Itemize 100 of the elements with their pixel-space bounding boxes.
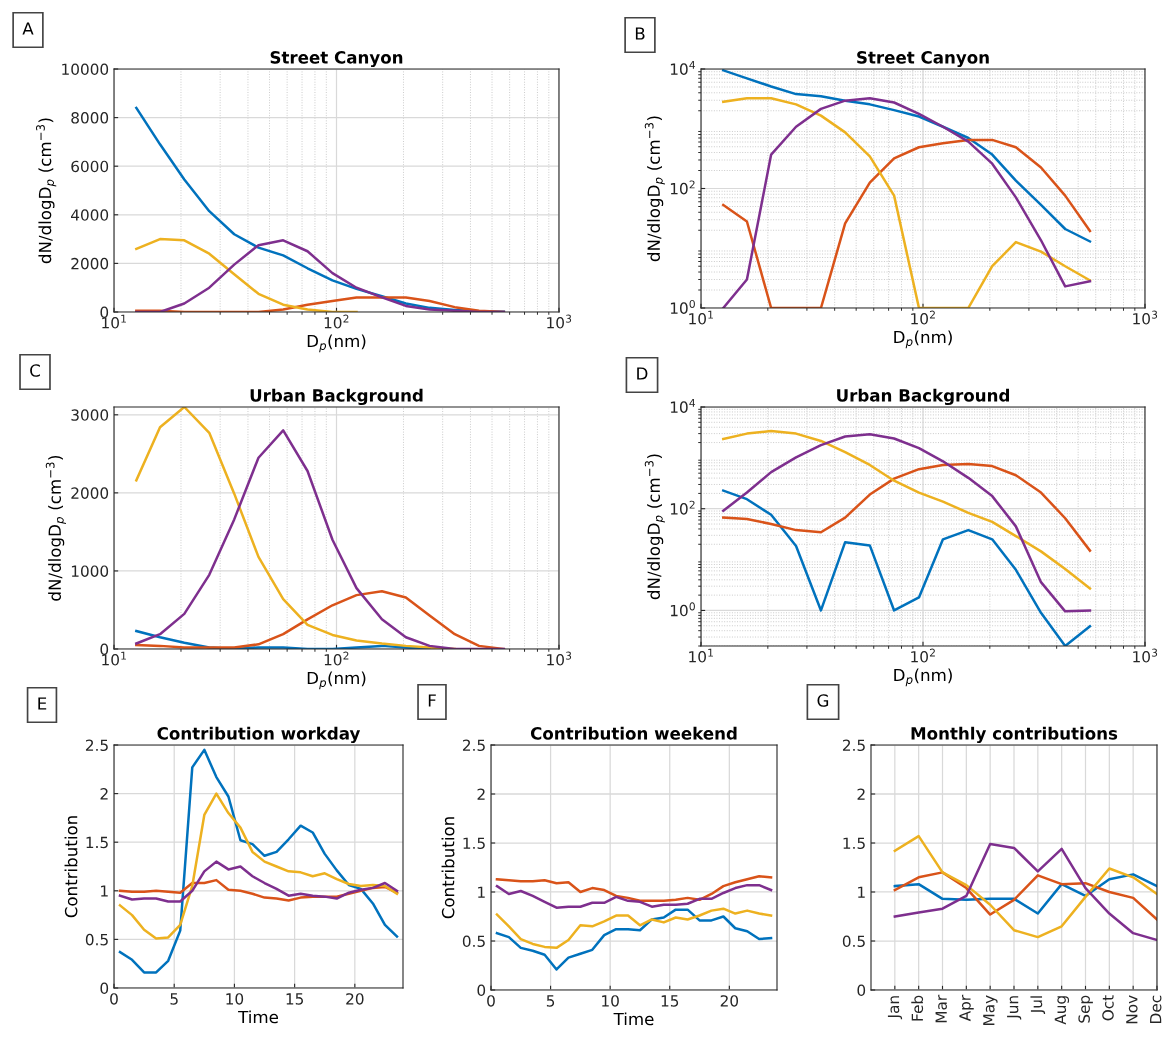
y-tick-label: 4000	[71, 209, 109, 221]
y-tick-label: 0	[477, 984, 486, 997]
x-tick-label: 20	[720, 995, 739, 1007]
chart-title: Street Canyon	[270, 51, 403, 68]
x-axis-title: D$_{p}$(nm)	[894, 668, 952, 687]
chart-title: Monthly contributions	[911, 726, 1118, 744]
y-tick-label: 0.5	[842, 935, 865, 948]
y-axis-title: dN/dlogD$_{p}$ (cm$^{−3}$)	[45, 456, 66, 601]
line-series	[495, 875, 773, 903]
y-tick-label: 1	[478, 886, 485, 898]
text: B	[635, 27, 645, 40]
y-tick-label: 6000	[71, 160, 109, 173]
x-tick-label: 10$^{3}$	[547, 314, 572, 329]
line-series	[722, 69, 1092, 243]
y-tick-label: 1.5	[86, 836, 108, 849]
text: D	[637, 367, 648, 380]
y-axis-title: dN/dlogD$_{p}$ (cm$^{−3}$)	[36, 118, 57, 264]
x-tick-label: 10$^{3}$	[1133, 648, 1158, 663]
x-tick-label: 10	[226, 993, 244, 1005]
text: G	[817, 694, 829, 707]
y-tick-label: 0.5	[462, 935, 485, 948]
y-tick-label: 0.5	[85, 933, 108, 946]
x-tick-label: Feb	[911, 995, 924, 1021]
x-tick-label: Nov	[1126, 995, 1138, 1024]
y-tick-label: 2	[857, 788, 865, 800]
y-tick-label: 1.5	[843, 837, 865, 850]
y-tick-label: 2000	[71, 257, 109, 270]
y-tick-label: 2.5	[85, 739, 108, 752]
x-tick-label: Apr	[959, 994, 974, 1022]
x-tick-label: Dec	[1150, 995, 1162, 1023]
x-axis-title: Time	[238, 1010, 278, 1024]
x-tick-label: 10$^{2}$	[324, 651, 349, 666]
x-tick-label: 10$^{2}$	[324, 314, 349, 329]
y-tick-label: 10$^{2}$	[670, 500, 695, 515]
y-tick-label: 1000	[71, 565, 109, 577]
chart-title: Contribution workday	[157, 726, 361, 744]
y-axis-title: dN/dlogD$_{p}$ (cm$^{−3}$)	[644, 454, 665, 600]
x-tick-label: Sep	[1078, 995, 1093, 1023]
line-series	[495, 907, 773, 950]
line-series	[893, 871, 1157, 921]
x-tick-label: 10$^{2}$	[911, 310, 935, 325]
x-tick-label: Jan	[887, 996, 903, 1020]
line-series	[722, 489, 1092, 646]
x-tick-label: Mar	[935, 994, 947, 1023]
y-tick-label: 2000	[71, 487, 109, 499]
x-axis-title: Time	[613, 1012, 654, 1026]
x-tick-label: 15	[286, 993, 304, 1005]
x-tick-label: 10$^{3}$	[547, 651, 572, 666]
y-tick-label: 2	[477, 788, 485, 800]
x-tick-label: Jun	[1007, 996, 1022, 1020]
text: F	[428, 694, 436, 707]
x-tick-label: Aug	[1054, 996, 1070, 1025]
line-series	[722, 462, 1092, 552]
x-tick-label: Oct	[1102, 995, 1114, 1021]
x-tick-label: 5	[546, 995, 555, 1007]
y-tick-label: 10000	[62, 63, 109, 76]
line-series	[495, 883, 773, 909]
y-axis-title: dN/dlogD$_{p}$ (cm$^{−3}$)	[644, 116, 665, 262]
chart-title: Urban Background	[250, 388, 423, 406]
y-tick-label: 1	[101, 885, 108, 897]
y-tick-label: 0	[857, 984, 866, 997]
x-tick-label: May	[983, 995, 998, 1025]
y-tick-label: 0	[100, 982, 109, 995]
x-tick-label: 20	[346, 993, 364, 1005]
y-axis-title: Contribution	[64, 816, 78, 918]
y-tick-label: 2.5	[842, 739, 865, 752]
x-tick-label: 0	[110, 993, 118, 1005]
chart-title: Urban Background	[837, 388, 1009, 406]
y-tick-label: 1	[858, 886, 865, 898]
y-tick-label: 10$^{4}$	[670, 399, 696, 413]
x-tick-label: 15	[661, 995, 679, 1007]
chart-title: Contribution weekend	[530, 726, 737, 740]
x-axis-title: D$_{p}$(nm)	[307, 334, 366, 353]
x-tick-label: 5	[170, 993, 178, 1005]
line-series	[495, 908, 773, 971]
x-tick-label: 10$^{2}$	[911, 648, 935, 663]
x-tick-label: 0	[487, 995, 495, 1007]
x-axis-title: D$_{p}$(nm)	[894, 330, 952, 349]
x-axis-title: D$_{p}$(nm)	[307, 671, 366, 690]
x-tick-label: 10$^{1}$	[689, 648, 713, 663]
text: C	[30, 364, 40, 377]
y-tick-label: 3000	[71, 409, 109, 421]
line-series	[118, 748, 399, 974]
line-series	[722, 138, 1092, 308]
y-tick-label: 2	[100, 788, 108, 800]
y-tick-label: 10$^{4}$	[670, 61, 696, 75]
text: A	[22, 22, 34, 35]
x-tick-label: Jul	[1030, 996, 1046, 1015]
line-series	[118, 792, 399, 940]
y-tick-label: 8000	[71, 112, 109, 124]
y-tick-label: 2.5	[462, 739, 485, 752]
text: E	[38, 697, 47, 710]
y-tick-label: 1.5	[463, 837, 485, 850]
x-tick-label: 10$^{3}$	[1133, 310, 1158, 325]
x-tick-label: 10	[602, 995, 619, 1007]
y-axis-title: Contribution	[441, 817, 455, 919]
line-series	[118, 860, 399, 903]
line-series	[722, 96, 1092, 308]
y-tick-label: 10$^{0}$	[670, 602, 695, 617]
chart-title: Street Canyon	[857, 51, 989, 68]
